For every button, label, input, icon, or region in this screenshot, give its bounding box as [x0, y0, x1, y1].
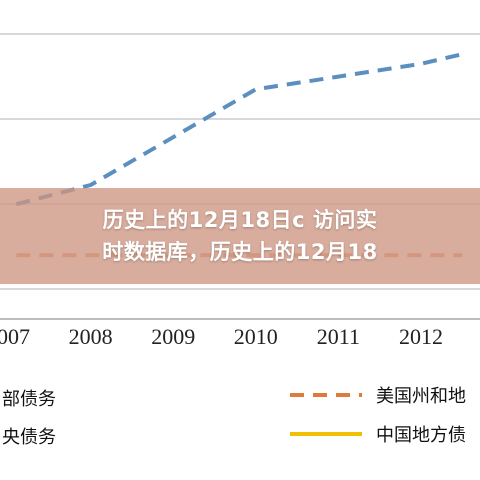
series-line-0 [15, 52, 463, 207]
x-tick-label-2011: 2011 [317, 324, 360, 349]
legend-label-2: 央债务 [2, 427, 56, 448]
x-tick-label-2007: 2007 [0, 324, 30, 349]
banner-title-line-2: 时数据库，历史上的12月18 [102, 240, 378, 264]
legend-label-3: 中国地方债 [376, 425, 466, 446]
banner-title-line-1: 历史上的12月18日c 访问实 [102, 208, 378, 232]
x-tick-label-2009: 2009 [151, 324, 195, 349]
x-tick-label-2008: 2008 [69, 324, 113, 349]
legend-label-0: 部债务 [2, 389, 56, 410]
legend-label-1: 美国州和地 [376, 386, 466, 407]
x-tick-label-2010: 2010 [234, 324, 278, 349]
x-tick-label-2012: 2012 [399, 324, 443, 349]
x-axis-tick-labels: 2007 2008 2009 2010 2011 2012 [0, 324, 443, 349]
title-banner: 历史上的12月18日c 访问实 时数据库，历史上的12月18 [0, 188, 480, 284]
